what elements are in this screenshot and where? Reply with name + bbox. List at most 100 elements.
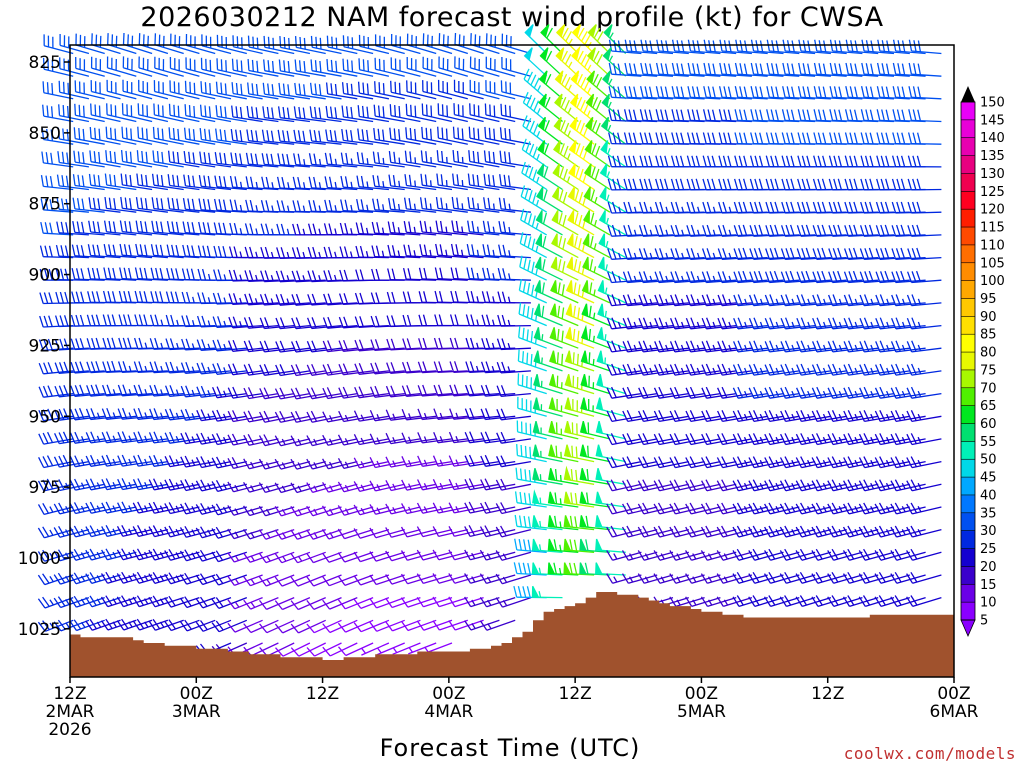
wind-barb bbox=[164, 548, 200, 561]
wind-barb bbox=[53, 549, 90, 562]
wind-barb bbox=[548, 444, 579, 463]
colorbar-segment bbox=[961, 512, 975, 532]
wind-barb bbox=[164, 619, 200, 632]
x-tick-label: 3MAR bbox=[172, 702, 221, 722]
wind-barb bbox=[337, 596, 374, 610]
wind-barb bbox=[875, 363, 910, 376]
wind-barb bbox=[842, 595, 879, 608]
wind-barb bbox=[89, 126, 121, 145]
wind-barb bbox=[227, 505, 263, 516]
wind-barb bbox=[452, 126, 484, 145]
wind-barb bbox=[483, 150, 516, 168]
colorbar-label: 125 bbox=[980, 185, 1005, 200]
wind-barb bbox=[534, 280, 563, 304]
wind-barb bbox=[435, 197, 468, 213]
wind-barb bbox=[290, 551, 326, 564]
wind-barb bbox=[183, 127, 216, 145]
wind-barb bbox=[517, 396, 547, 417]
wind-barb bbox=[183, 151, 216, 168]
wind-barb bbox=[211, 596, 248, 610]
wind-barb bbox=[906, 479, 942, 492]
wind-barb bbox=[88, 197, 121, 213]
wind-barb bbox=[448, 549, 484, 561]
wind-barb bbox=[106, 103, 137, 123]
wind-barb bbox=[595, 538, 626, 553]
wind-barb bbox=[69, 619, 105, 632]
y-axis-ticks: 825 850 875 900 925 950 975 1000 1025 bbox=[18, 53, 70, 640]
wind-barb bbox=[580, 350, 611, 372]
wind-barb bbox=[71, 244, 105, 259]
wind-barb bbox=[261, 129, 295, 145]
wind-barb bbox=[797, 86, 831, 100]
wind-barb bbox=[258, 505, 295, 517]
wind-barb bbox=[132, 571, 169, 584]
y-tick-label: 950 bbox=[29, 407, 61, 427]
wind-barb bbox=[132, 595, 169, 608]
wind-barb bbox=[274, 528, 311, 540]
colorbar-label: 10 bbox=[980, 596, 997, 611]
wind-barb bbox=[372, 174, 405, 191]
wind-barb bbox=[342, 35, 374, 55]
colorbar-label: 130 bbox=[980, 167, 1005, 182]
wind-barb bbox=[583, 210, 611, 236]
wind-barb bbox=[258, 551, 295, 564]
wind-barb bbox=[639, 86, 674, 100]
wind-barb bbox=[448, 619, 484, 631]
wind-barb bbox=[568, 163, 595, 191]
wind-barb bbox=[876, 86, 910, 100]
wind-barb bbox=[906, 456, 942, 469]
wind-barb bbox=[74, 103, 105, 123]
colorbar-label: 120 bbox=[980, 203, 1005, 218]
colorbar-segment bbox=[961, 405, 975, 424]
wind-barb bbox=[536, 163, 563, 191]
wind-barb bbox=[687, 39, 721, 55]
y-tick-label: 975 bbox=[29, 478, 61, 498]
wind-barb bbox=[532, 489, 563, 508]
wind-barb bbox=[583, 163, 611, 191]
wind-barb bbox=[750, 86, 784, 100]
wind-barb bbox=[72, 220, 105, 236]
wind-barb bbox=[669, 550, 705, 561]
wind-barb bbox=[764, 548, 800, 561]
wind-barb bbox=[148, 525, 184, 538]
colorbar-label: 45 bbox=[980, 471, 997, 486]
wind-barb bbox=[199, 104, 232, 123]
wind-barb bbox=[200, 57, 232, 77]
y-tick-label: 875 bbox=[29, 195, 61, 215]
wind-barb bbox=[292, 176, 326, 191]
y-tick-label: 825 bbox=[29, 53, 61, 73]
wind-barb bbox=[750, 62, 784, 77]
wind-barb bbox=[533, 374, 563, 395]
wind-barb bbox=[655, 155, 689, 168]
wind-barb bbox=[495, 596, 532, 608]
wind-barb bbox=[586, 47, 611, 77]
wind-barb bbox=[906, 502, 942, 515]
colorbar-label: 90 bbox=[980, 310, 997, 325]
wind-barb bbox=[522, 91, 548, 123]
wind-barb bbox=[571, 45, 595, 77]
wind-barb bbox=[59, 34, 90, 55]
wind-barb bbox=[548, 467, 579, 485]
wind-barb bbox=[422, 80, 453, 100]
wind-barb bbox=[400, 596, 437, 608]
wind-barb bbox=[73, 127, 105, 145]
wind-barb bbox=[132, 618, 169, 631]
wind-barb bbox=[263, 59, 295, 77]
wind-barb bbox=[549, 303, 579, 327]
wind-barb bbox=[37, 478, 74, 492]
wind-barb bbox=[563, 538, 595, 553]
wind-barb bbox=[718, 86, 752, 100]
wind-barb bbox=[385, 527, 421, 538]
wind-barb bbox=[435, 243, 468, 259]
wind-barb bbox=[470, 33, 500, 55]
wind-barb bbox=[338, 642, 374, 657]
colorbar-segment bbox=[961, 155, 975, 174]
colorbar-label: 50 bbox=[980, 453, 997, 468]
source-credit[interactable]: coolwx.com/models bbox=[843, 744, 1016, 763]
wind-barb bbox=[230, 152, 263, 168]
wind-barb bbox=[498, 244, 531, 259]
wind-barb bbox=[182, 221, 216, 236]
wind-barb bbox=[454, 32, 484, 55]
wind-barb bbox=[58, 80, 90, 100]
wind-barb bbox=[597, 303, 626, 327]
